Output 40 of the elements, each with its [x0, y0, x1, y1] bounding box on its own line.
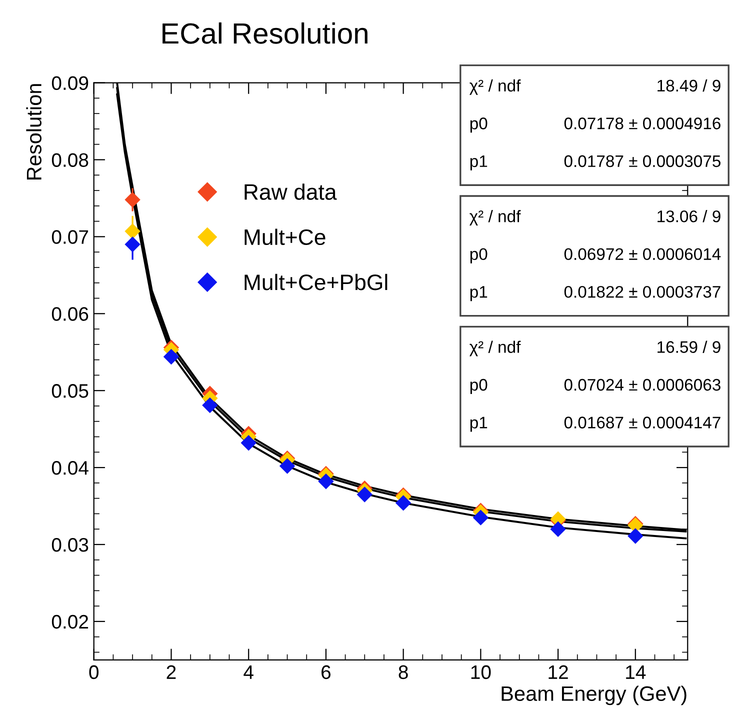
y-tick-label: 0.07: [52, 230, 88, 244]
y-tick-label: 0.08: [52, 153, 88, 167]
annotation: p0: [470, 248, 488, 264]
y-axis-title: Resolution: [26, 84, 42, 180]
chart-title: ECal Resolution: [162, 22, 368, 44]
x-tick-label: 4: [244, 666, 254, 679]
y-tick-label: 0.02: [52, 614, 88, 629]
annotation: p0: [470, 378, 488, 394]
annotation: 13.06 / 9: [658, 210, 720, 222]
annotation: 16.59 / 9: [658, 340, 720, 353]
annotation: p1: [470, 416, 488, 432]
y-tick-label: 0.06: [52, 307, 88, 321]
x-tick-label: 6: [322, 665, 331, 680]
legend-label: Raw data: [244, 184, 337, 200]
annotation: χ² / ndf: [470, 79, 521, 95]
y-tick-label: 0.05: [52, 384, 88, 398]
annotation: χ² / ndf: [470, 210, 521, 226]
x-tick-label: 0: [89, 665, 99, 680]
y-tick-label: 0.03: [52, 538, 88, 552]
x-tick-label: 12: [548, 665, 568, 679]
x-axis-title: Beam Energy (GeV): [502, 686, 686, 706]
y-tick-label: 0.09: [52, 76, 88, 90]
annotation: p1: [470, 155, 488, 170]
x-tick-label: 8: [398, 665, 408, 680]
annotation: 18.49 / 9: [658, 79, 720, 92]
annotation: 0.01822 ± 0.0003737: [564, 286, 720, 298]
annotation: p1: [470, 286, 488, 302]
annotation: χ² / ndf: [470, 340, 521, 356]
annotation: 0.07178 ± 0.0004916: [564, 118, 720, 130]
annotation: 0.06972 ± 0.0006014: [564, 248, 721, 260]
annotation: p0: [470, 118, 488, 133]
x-tick-label: 2: [166, 665, 176, 679]
x-tick-label: 10: [471, 665, 491, 680]
y-tick-label: 0.04: [52, 461, 88, 475]
x-tick-label: 14: [626, 666, 646, 679]
annotation: 0.01687 ± 0.0004147: [564, 416, 720, 428]
legend-label: Mult+Ce: [244, 228, 326, 246]
annotation: 0.01787 ± 0.0003075: [564, 155, 720, 168]
annotation: 0.07024 ± 0.0006063: [564, 378, 720, 391]
legend-label: Mult+Ce+PbGl: [244, 274, 388, 290]
